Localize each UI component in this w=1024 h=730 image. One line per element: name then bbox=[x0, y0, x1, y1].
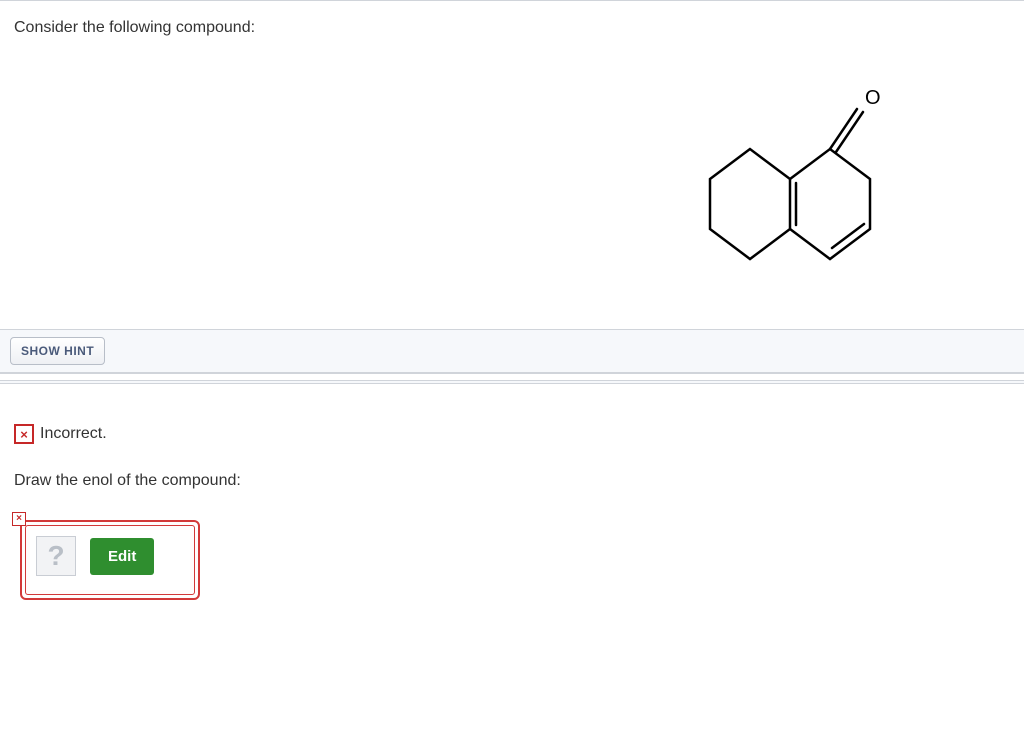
drawing-placeholder[interactable]: ? bbox=[36, 536, 76, 576]
answer-incorrect-icon: × bbox=[12, 512, 26, 526]
answer-box-inner: ? Edit bbox=[25, 525, 195, 595]
answer-controls: ? Edit bbox=[36, 536, 184, 576]
feedback-panel: × Incorrect. Draw the enol of the compou… bbox=[0, 384, 1024, 614]
answer-container: × ? Edit bbox=[20, 520, 200, 600]
status-text: Incorrect. bbox=[40, 425, 107, 443]
question-prompt: Consider the following compound: bbox=[14, 19, 1010, 37]
instruction-text: Draw the enol of the compound: bbox=[14, 472, 1010, 490]
edit-button[interactable]: Edit bbox=[90, 538, 154, 575]
oxygen-label: O bbox=[865, 87, 881, 109]
molecule-structure: O bbox=[680, 49, 940, 309]
hint-bar: SHOW HINT bbox=[0, 329, 1024, 373]
answer-box-outer: ? Edit bbox=[20, 520, 200, 600]
show-hint-button[interactable]: SHOW HINT bbox=[10, 337, 105, 365]
molecule-area: O bbox=[14, 49, 1010, 309]
incorrect-icon: × bbox=[14, 424, 34, 444]
question-panel: Consider the following compound: O SHOW … bbox=[0, 0, 1024, 374]
status-line: × Incorrect. bbox=[14, 424, 1010, 444]
